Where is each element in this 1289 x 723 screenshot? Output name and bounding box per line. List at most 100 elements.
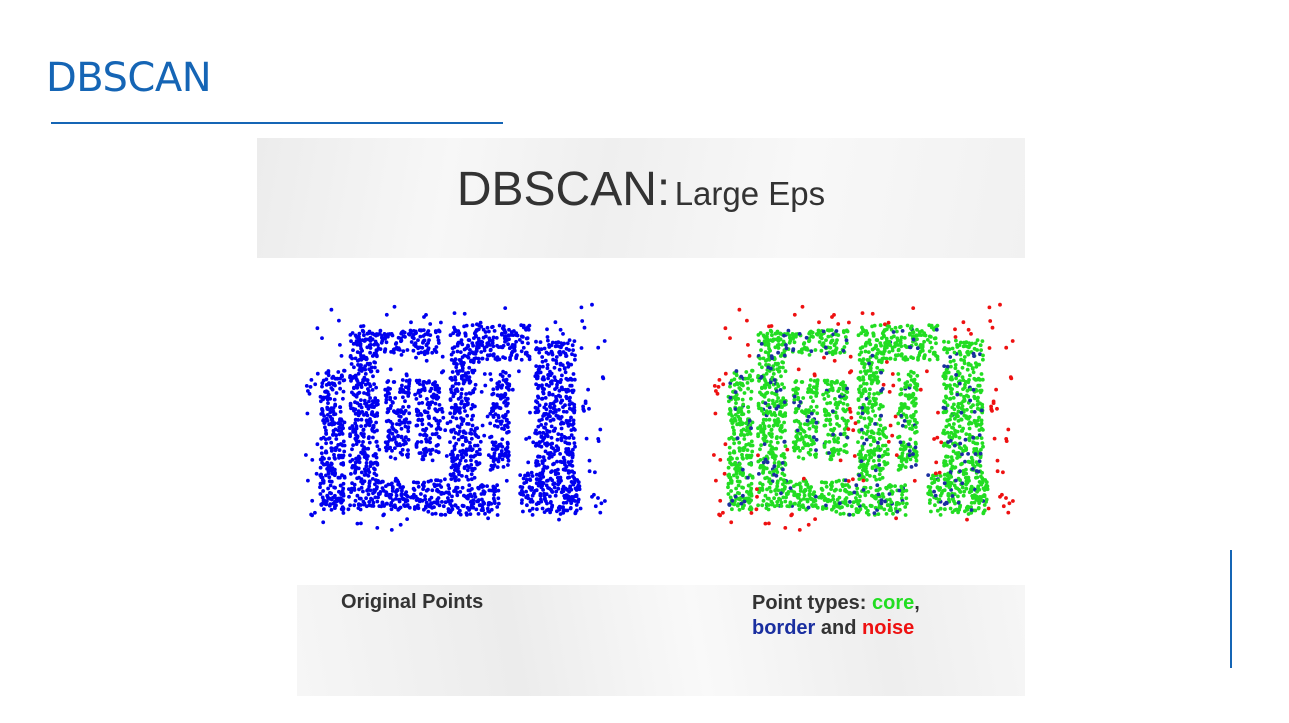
typed-point <box>780 382 784 386</box>
original-point <box>313 510 317 515</box>
typed-point <box>893 325 898 330</box>
original-point <box>548 405 553 410</box>
original-point <box>396 408 401 413</box>
original-point <box>326 401 330 405</box>
typed-point <box>797 507 802 512</box>
original-point <box>542 405 547 410</box>
original-point <box>364 496 368 501</box>
original-point <box>463 459 468 463</box>
typed-point <box>837 448 841 453</box>
original-point <box>524 350 528 355</box>
original-point <box>448 502 453 506</box>
original-point <box>389 404 393 408</box>
original-point <box>430 488 435 493</box>
typed-point <box>844 328 849 333</box>
typed-point <box>831 494 835 498</box>
original-point <box>355 521 360 526</box>
original-point <box>416 413 421 417</box>
original-point <box>489 463 494 468</box>
typed-point <box>980 377 985 382</box>
typed-point <box>903 385 907 389</box>
typed-point <box>965 407 969 412</box>
original-point <box>429 448 433 453</box>
typed-point <box>978 377 982 382</box>
original-point <box>366 467 371 472</box>
typed-point <box>807 493 812 498</box>
typed-point <box>820 488 825 492</box>
typed-point <box>715 391 720 396</box>
original-point <box>537 347 541 352</box>
typed-point <box>785 492 789 497</box>
typed-point <box>913 425 918 429</box>
typed-point <box>856 419 861 424</box>
original-point <box>448 398 453 402</box>
typed-point <box>870 405 874 410</box>
typed-point <box>945 443 950 448</box>
typed-point <box>897 463 902 468</box>
typed-point <box>935 508 940 513</box>
typed-point <box>946 340 951 344</box>
typed-point <box>729 378 734 383</box>
original-point <box>321 489 325 493</box>
typed-point <box>976 469 981 474</box>
typed-point <box>915 327 919 332</box>
original-point <box>471 413 475 418</box>
typed-point <box>780 342 785 347</box>
original-point <box>395 488 400 492</box>
original-point <box>490 325 494 330</box>
original-point <box>318 492 323 496</box>
typed-point <box>975 402 980 407</box>
typed-point <box>817 320 821 325</box>
typed-point <box>832 342 837 347</box>
typed-point <box>793 380 798 384</box>
original-point <box>403 492 407 497</box>
typed-point <box>838 512 843 516</box>
original-point <box>374 455 379 460</box>
original-point <box>416 418 421 422</box>
original-point <box>448 440 452 444</box>
typed-point <box>972 346 977 351</box>
typed-point <box>799 347 804 352</box>
original-point <box>500 374 505 379</box>
original-point <box>306 478 310 483</box>
original-point <box>371 374 375 379</box>
typed-point <box>954 338 958 343</box>
typed-point <box>981 494 985 499</box>
typed-point <box>1004 345 1009 350</box>
typed-point <box>740 471 745 476</box>
typed-point <box>861 357 866 362</box>
original-point <box>310 498 315 503</box>
original-point <box>446 483 451 488</box>
typed-point <box>792 419 797 424</box>
typed-point <box>883 328 887 333</box>
original-point <box>399 331 404 336</box>
typed-point <box>774 337 779 342</box>
typed-point <box>830 388 835 393</box>
typed-point <box>877 406 882 411</box>
original-point <box>431 381 436 386</box>
original-point <box>571 372 576 376</box>
original-point <box>590 494 594 499</box>
original-point <box>365 361 370 366</box>
typed-point <box>775 500 780 504</box>
original-point <box>455 493 460 498</box>
typed-point <box>767 398 771 402</box>
typed-point <box>735 503 740 508</box>
typed-point <box>899 391 904 396</box>
typed-point <box>871 332 876 336</box>
typed-point <box>975 399 980 403</box>
typed-point <box>837 424 842 428</box>
original-point <box>469 477 474 482</box>
original-point <box>385 410 390 415</box>
typed-point <box>947 434 952 439</box>
typed-point <box>944 454 948 459</box>
typed-point <box>836 452 841 456</box>
typed-point <box>815 332 820 337</box>
typed-point <box>829 487 833 491</box>
original-point <box>413 505 417 509</box>
typed-point <box>866 406 870 411</box>
original-point <box>459 435 464 439</box>
typed-point <box>942 463 947 468</box>
original-point <box>517 338 522 342</box>
original-point <box>370 337 375 342</box>
